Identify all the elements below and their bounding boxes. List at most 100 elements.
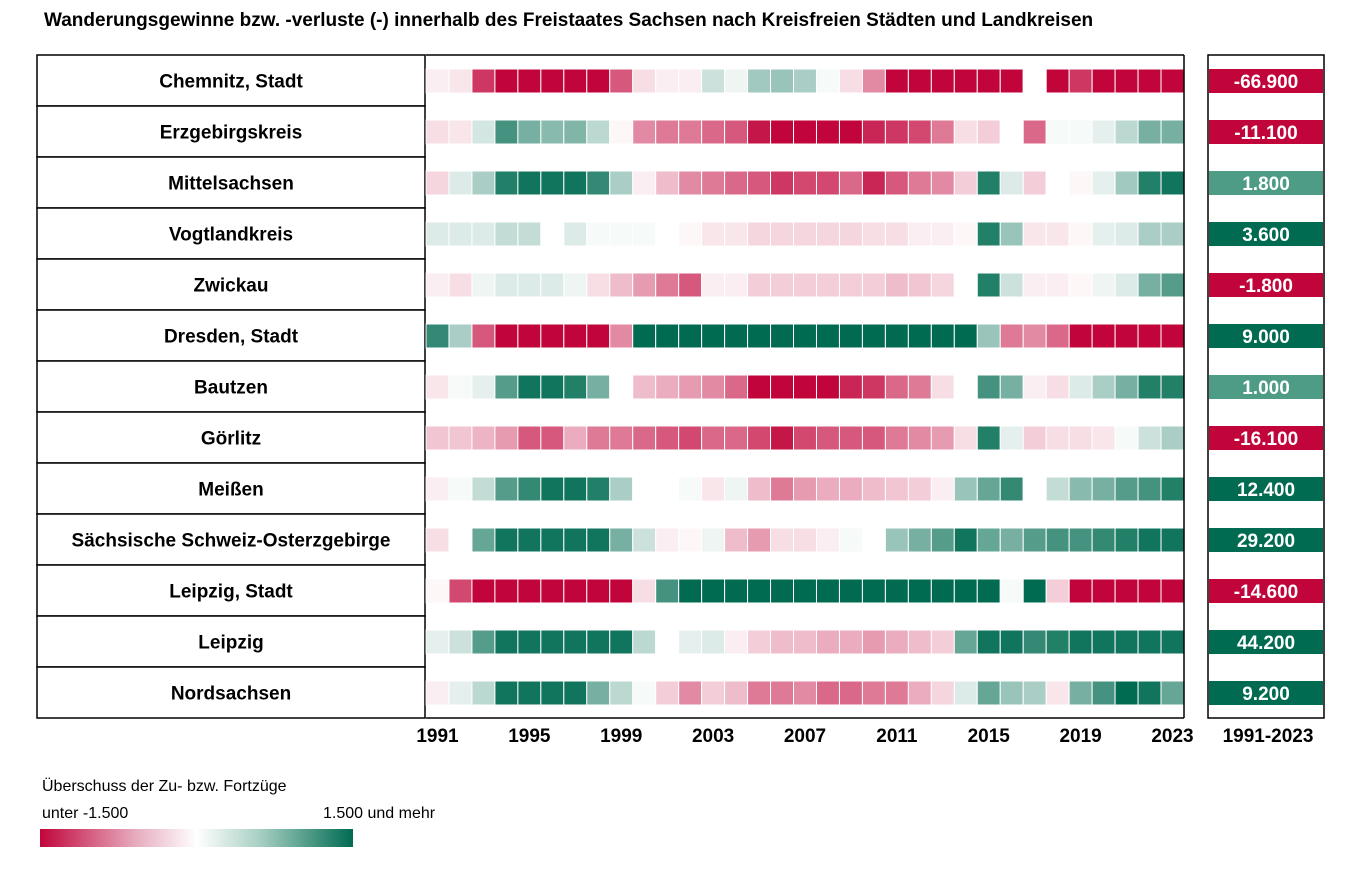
heatmap-cell [770, 221, 795, 247]
heatmap-cell [425, 680, 450, 706]
heatmap-cell [1022, 425, 1047, 451]
row-label-box [36, 411, 426, 464]
heatmap-cell [953, 425, 978, 451]
heatmap-cell [540, 119, 565, 145]
heatmap-cell [861, 170, 886, 196]
heatmap-cell [838, 272, 863, 298]
heatmap-cell [724, 527, 749, 553]
heatmap-cell [586, 680, 611, 706]
heatmap-cell [517, 629, 542, 655]
heatmap-cell [1068, 68, 1093, 94]
heatmap-cell [1137, 680, 1162, 706]
heatmap-cell [609, 527, 634, 553]
heatmap-cell [494, 323, 519, 349]
heatmap-cell [953, 476, 978, 502]
heatmap-cell [632, 527, 657, 553]
heatmap-cell [1114, 119, 1139, 145]
heatmap-cell [494, 578, 519, 604]
heatmap-cell [494, 476, 519, 502]
heatmap-cell [907, 680, 932, 706]
heatmap-cell [907, 68, 932, 94]
heatmap-cell [1045, 272, 1070, 298]
heatmap-cell [517, 272, 542, 298]
heatmap-cell [770, 170, 795, 196]
row-label-box [36, 360, 426, 413]
total-cell [1209, 375, 1323, 399]
heatmap-cell [448, 527, 473, 553]
row-label: Meißen [198, 480, 263, 501]
heatmap-cell [770, 272, 795, 298]
row-label-box [36, 156, 426, 209]
total-value: 44.200 [1237, 633, 1295, 654]
heatmap-cell [770, 374, 795, 400]
heatmap-cell [976, 68, 1001, 94]
heatmap-cell [838, 425, 863, 451]
heatmap-cell [1137, 119, 1162, 145]
heatmap-cell [586, 272, 611, 298]
heatmap-cell [632, 272, 657, 298]
heatmap-cell [930, 119, 955, 145]
heatmap-cell [747, 374, 772, 400]
heatmap-cell [1022, 374, 1047, 400]
heatmap-cell [999, 68, 1024, 94]
heatmap-cell [632, 221, 657, 247]
total-cell [1209, 120, 1323, 144]
heatmap-cell [815, 629, 840, 655]
heatmap-cell [655, 629, 680, 655]
heatmap-cell [1160, 425, 1185, 451]
heatmap-cell [586, 527, 611, 553]
heatmap-cell [586, 119, 611, 145]
heatmap-cell [770, 578, 795, 604]
heatmap-cell [517, 578, 542, 604]
heatmap-cell [678, 68, 703, 94]
heatmap-cell [724, 374, 749, 400]
heatmap-cell [540, 323, 565, 349]
heatmap-cell [1137, 527, 1162, 553]
heatmap-cell [999, 578, 1024, 604]
heatmap-cell [1137, 578, 1162, 604]
heatmap-cell [563, 119, 588, 145]
heatmap-cell [838, 374, 863, 400]
heatmap-cell [448, 476, 473, 502]
heatmap-cell [747, 221, 772, 247]
heatmap-cell [678, 680, 703, 706]
heatmap-cell [609, 272, 634, 298]
heatmap-cell [425, 527, 450, 553]
heatmap-cell [563, 374, 588, 400]
heatmap-cell [907, 527, 932, 553]
heatmap-cell [838, 119, 863, 145]
heatmap-cell [907, 221, 932, 247]
heatmap-cell [494, 170, 519, 196]
heatmap-cell [884, 578, 909, 604]
heatmap-cell [724, 578, 749, 604]
heatmap-cell [884, 323, 909, 349]
heatmap-cell [632, 476, 657, 502]
heatmap-cell [1160, 221, 1185, 247]
heatmap-cell [701, 527, 726, 553]
heatmap-cell [655, 374, 680, 400]
heatmap-cell [1022, 578, 1047, 604]
heatmap-cell [540, 527, 565, 553]
heatmap-cell [747, 272, 772, 298]
heatmap-cell [448, 425, 473, 451]
heatmap-cell [448, 221, 473, 247]
legend-low-label: unter -1.500 [42, 805, 129, 822]
heatmap-cell [999, 272, 1024, 298]
total-cell [1209, 477, 1323, 501]
heatmap-cell [540, 425, 565, 451]
heatmap-cell [1091, 323, 1116, 349]
heatmap-cell [471, 374, 496, 400]
heatmap-cell [655, 170, 680, 196]
heatmap-cell [517, 374, 542, 400]
heatmap-cell [563, 323, 588, 349]
heatmap-cell [838, 68, 863, 94]
heatmap-cell [1091, 119, 1116, 145]
total-cell [1209, 528, 1323, 552]
legend-color-bar [40, 829, 353, 847]
heatmap-cell [586, 629, 611, 655]
heatmap-cell [701, 119, 726, 145]
x-tick-label: 1995 [508, 726, 551, 747]
heatmap-cell [678, 425, 703, 451]
heatmap-cell [793, 374, 817, 400]
heatmap-cell [563, 221, 588, 247]
